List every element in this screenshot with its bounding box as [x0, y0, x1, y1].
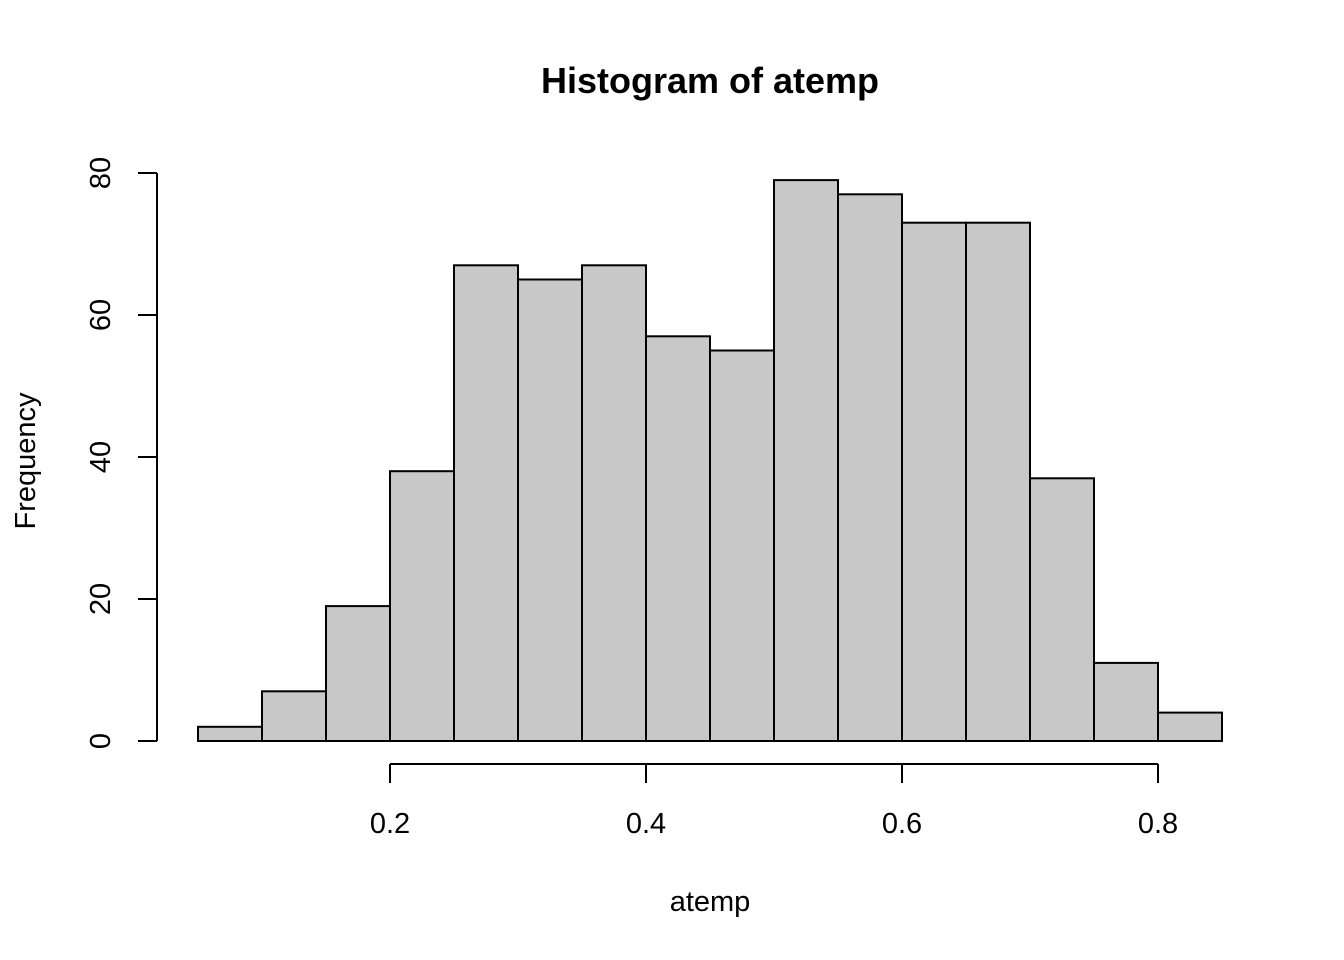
- histogram-bar: [261, 690, 327, 742]
- x-axis: 0.2 0.4 0.6 0.8: [370, 763, 1178, 840]
- histogram-bar: [1029, 477, 1095, 742]
- histogram-bar: [581, 264, 647, 742]
- bars-group: [197, 179, 1223, 743]
- histogram-bar: [389, 470, 455, 742]
- histogram-bar: [645, 335, 711, 742]
- histogram-bar: [709, 349, 775, 742]
- histogram-bar: [965, 221, 1031, 742]
- x-tick-label: 0.8: [1138, 808, 1178, 840]
- histogram-bar: [453, 264, 519, 742]
- x-axis-label: atemp: [670, 886, 751, 918]
- histogram-bar: [1157, 711, 1223, 742]
- x-tick-label: 0.2: [370, 808, 410, 840]
- x-tick-label: 0.4: [626, 808, 666, 840]
- histogram-bar: [197, 725, 263, 742]
- histogram-bar: [1093, 661, 1159, 743]
- histogram-bar: [773, 179, 839, 743]
- y-tick-label: 40: [85, 441, 117, 473]
- y-tick-label: 0: [85, 733, 117, 749]
- x-tick-label: 0.6: [882, 808, 922, 840]
- y-axis-label: Frequency: [10, 392, 42, 530]
- y-tick-label: 80: [85, 157, 117, 189]
- histogram-bar: [837, 193, 903, 743]
- y-tick-label: 60: [85, 299, 117, 331]
- histogram-bar: [517, 278, 583, 742]
- y-tick-label: 20: [85, 583, 117, 615]
- histogram-bar: [325, 605, 391, 742]
- y-axis: 0 20 40 60 80: [85, 157, 158, 749]
- chart-title: Histogram of atemp: [541, 60, 879, 101]
- histogram-bar: [901, 221, 967, 742]
